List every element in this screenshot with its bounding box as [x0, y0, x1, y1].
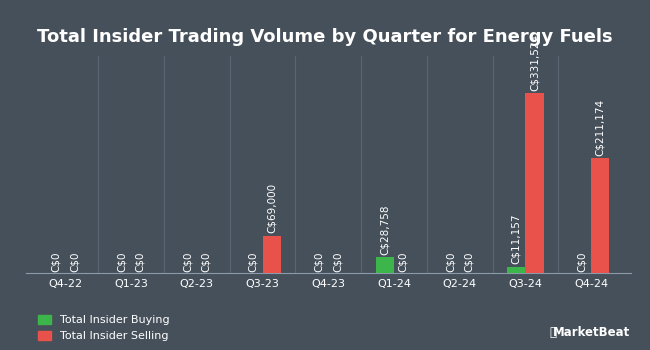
Text: C$0: C$0 [201, 251, 211, 272]
Legend: Total Insider Buying, Total Insider Selling: Total Insider Buying, Total Insider Sell… [38, 315, 170, 341]
Text: C$331,524: C$331,524 [530, 33, 540, 91]
Text: C$211,174: C$211,174 [595, 99, 605, 156]
Text: C$69,000: C$69,000 [266, 183, 277, 233]
Text: C$0: C$0 [332, 251, 343, 272]
Text: C$0: C$0 [445, 251, 456, 272]
Text: C$0: C$0 [135, 251, 146, 272]
Text: C$11,157: C$11,157 [511, 214, 521, 264]
Text: C$0: C$0 [314, 251, 324, 272]
Text: Total Insider Trading Volume by Quarter for Energy Fuels: Total Insider Trading Volume by Quarter … [37, 28, 613, 46]
Text: C$28,758: C$28,758 [380, 204, 390, 255]
Text: C$0: C$0 [398, 251, 408, 272]
Bar [507, 267, 525, 273]
Text: C$0: C$0 [51, 251, 61, 272]
Text: MarketBeat: MarketBeat [553, 327, 630, 340]
Text: C$0: C$0 [464, 251, 474, 272]
Text: C$0: C$0 [183, 251, 192, 272]
Text: C$0: C$0 [248, 251, 258, 272]
Bar [591, 159, 610, 273]
Text: ⫽: ⫽ [549, 327, 556, 340]
Text: C$0: C$0 [577, 251, 587, 272]
Bar [376, 257, 394, 273]
Bar [525, 93, 544, 273]
Bar [263, 236, 281, 273]
Text: C$0: C$0 [70, 251, 79, 272]
Text: C$0: C$0 [117, 251, 127, 272]
